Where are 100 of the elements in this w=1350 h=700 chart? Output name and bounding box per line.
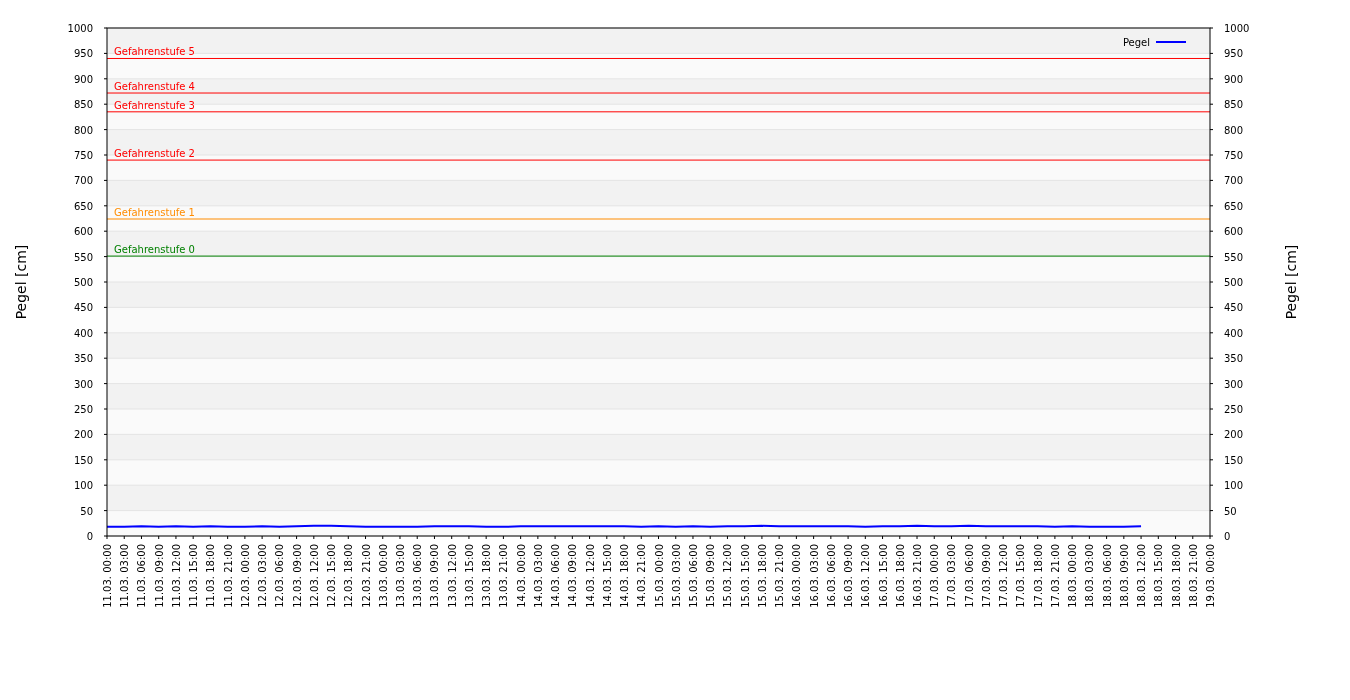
x-tick-label: 12.03. 18:00: [343, 544, 355, 608]
x-tick-label: 12.03. 06:00: [274, 544, 286, 608]
y2-tick-label: 850: [1224, 99, 1244, 111]
y-tick-label: 500: [73, 277, 93, 288]
ref-line-label: Gefahrenstufe 3: [114, 99, 195, 111]
y2-tick-label: 400: [1224, 327, 1244, 339]
y2-tick-label: 700: [1224, 175, 1244, 187]
x-tick-label: 13.03. 06:00: [412, 544, 424, 608]
x-tick-label: 11.03. 18:00: [205, 544, 217, 608]
x-tick-label: 17.03. 21:00: [1049, 544, 1061, 608]
y2-tick-label: 600: [1224, 226, 1244, 238]
x-tick-label: 17.03. 03:00: [946, 544, 958, 608]
x-tick-label: 11.03. 00:00: [102, 544, 113, 608]
y-tick-label: 150: [73, 454, 93, 466]
y2-tick-label: 0: [1224, 531, 1231, 542]
x-tick-label: 16.03. 15:00: [877, 544, 889, 608]
y-tick-label: 650: [73, 200, 93, 212]
x-tick-label: 12.03. 09:00: [291, 544, 303, 608]
y2-tick-label: 350: [1224, 353, 1244, 365]
y-tick-label: 100: [73, 480, 93, 492]
y-tick-label: 0: [86, 531, 93, 542]
legend-label: Pegel: [1122, 37, 1150, 48]
x-tick-label: 18.03. 12:00: [1136, 544, 1148, 608]
x-tick-label: 12.03. 00:00: [239, 544, 251, 608]
y-tick-label: 400: [73, 327, 93, 339]
x-tick-label: 17.03. 09:00: [980, 544, 992, 608]
x-tick-label: 15.03. 06:00: [687, 544, 699, 608]
x-tick-label: 12.03. 12:00: [308, 544, 320, 608]
y2-tick-label: 950: [1224, 48, 1244, 60]
x-tick-label: 11.03. 15:00: [188, 544, 200, 608]
x-tick-label: 15.03. 15:00: [739, 544, 751, 608]
x-tick-label: 16.03. 12:00: [860, 544, 872, 608]
y2-tick-label: 1000: [1224, 23, 1250, 34]
x-tick-label: 15.03. 18:00: [756, 544, 768, 608]
y-axis-title: Pegel [cm]: [13, 244, 29, 320]
x-tick-label: 13.03. 15:00: [463, 544, 475, 608]
x-tick-label: 19.03. 00:00: [1205, 544, 1216, 608]
ref-line-label: Gefahrenstufe 0: [114, 244, 195, 256]
y2-tick-label: 50: [1224, 505, 1237, 517]
x-tick-label: 16.03. 18:00: [894, 544, 906, 608]
x-tick-label: 14.03. 15:00: [601, 544, 613, 608]
x-tick-label: 11.03. 12:00: [170, 544, 182, 608]
x-tick-label: 18.03. 15:00: [1153, 544, 1165, 608]
y-tick-label: 50: [80, 505, 93, 517]
y-tick-label: 350: [73, 353, 93, 365]
x-tick-label: 17.03. 18:00: [1032, 544, 1044, 608]
x-tick-label: 11.03. 06:00: [136, 544, 148, 608]
x-tick-label: 13.03. 21:00: [498, 544, 510, 608]
y2-axis-title: Pegel [cm]: [1283, 244, 1299, 320]
x-tick-label: 17.03. 06:00: [963, 544, 975, 608]
x-tick-label: 11.03. 21:00: [222, 544, 234, 608]
x-tick-label: 12.03. 21:00: [360, 544, 372, 608]
x-tick-label: 14.03. 12:00: [584, 544, 596, 608]
y-tick-label: 250: [73, 404, 93, 415]
x-tick-label: 18.03. 21:00: [1187, 544, 1199, 608]
x-tick-label: 16.03. 00:00: [791, 544, 803, 608]
y-tick-label: 800: [73, 124, 93, 136]
x-tick-label: 14.03. 03:00: [532, 544, 544, 608]
y2-tick-label: 800: [1224, 124, 1244, 136]
y-tick-label: 900: [73, 73, 93, 85]
y2-tick-label: 250: [1224, 404, 1244, 415]
y-tick-label: 450: [73, 302, 93, 314]
x-tick-label: 14.03. 09:00: [567, 544, 579, 608]
ref-line-label: Gefahrenstufe 1: [114, 207, 195, 219]
x-tick-label: 15.03. 00:00: [653, 544, 665, 608]
x-tick-label: 13.03. 00:00: [377, 544, 389, 608]
x-tick-label: 15.03. 21:00: [774, 544, 786, 608]
y2-tick-label: 150: [1224, 454, 1244, 466]
x-tick-label: 11.03. 09:00: [153, 544, 165, 608]
y-tick-label: 850: [73, 99, 93, 111]
x-tick-label: 15.03. 03:00: [670, 544, 682, 608]
y-tick-label: 200: [73, 429, 93, 441]
y2-tick-label: 650: [1224, 200, 1244, 212]
ref-line-label: Gefahrenstufe 2: [114, 148, 195, 160]
y2-tick-label: 550: [1224, 251, 1244, 263]
x-tick-label: 18.03. 06:00: [1101, 544, 1113, 608]
x-tick-label: 18.03. 03:00: [1084, 544, 1096, 608]
x-tick-label: 18.03. 09:00: [1118, 544, 1130, 608]
y2-tick-label: 500: [1224, 277, 1244, 288]
ref-line-label: Gefahrenstufe 4: [114, 81, 195, 93]
y-tick-label: 700: [73, 175, 93, 187]
x-tick-label: 17.03. 12:00: [998, 544, 1010, 608]
x-tick-label: 16.03. 21:00: [912, 544, 924, 608]
y-tick-label: 750: [73, 150, 93, 161]
x-tick-label: 16.03. 03:00: [808, 544, 820, 608]
x-tick-label: 14.03. 06:00: [550, 544, 562, 608]
x-tick-label: 14.03. 00:00: [515, 544, 527, 608]
x-tick-label: 13.03. 18:00: [481, 544, 493, 608]
y2-tick-label: 900: [1224, 73, 1244, 85]
y-tick-label: 1000: [67, 23, 93, 34]
x-tick-label: 12.03. 15:00: [326, 544, 338, 608]
y2-tick-label: 200: [1224, 429, 1244, 441]
x-tick-label: 13.03. 03:00: [394, 544, 406, 608]
y-tick-label: 550: [73, 251, 93, 263]
x-tick-label: 16.03. 09:00: [843, 544, 855, 608]
y-tick-label: 600: [73, 226, 93, 238]
x-tick-label: 15.03. 09:00: [705, 544, 717, 608]
x-tick-label: 15.03. 12:00: [722, 544, 734, 608]
y2-tick-label: 450: [1224, 302, 1244, 314]
x-tick-label: 17.03. 15:00: [1015, 544, 1027, 608]
